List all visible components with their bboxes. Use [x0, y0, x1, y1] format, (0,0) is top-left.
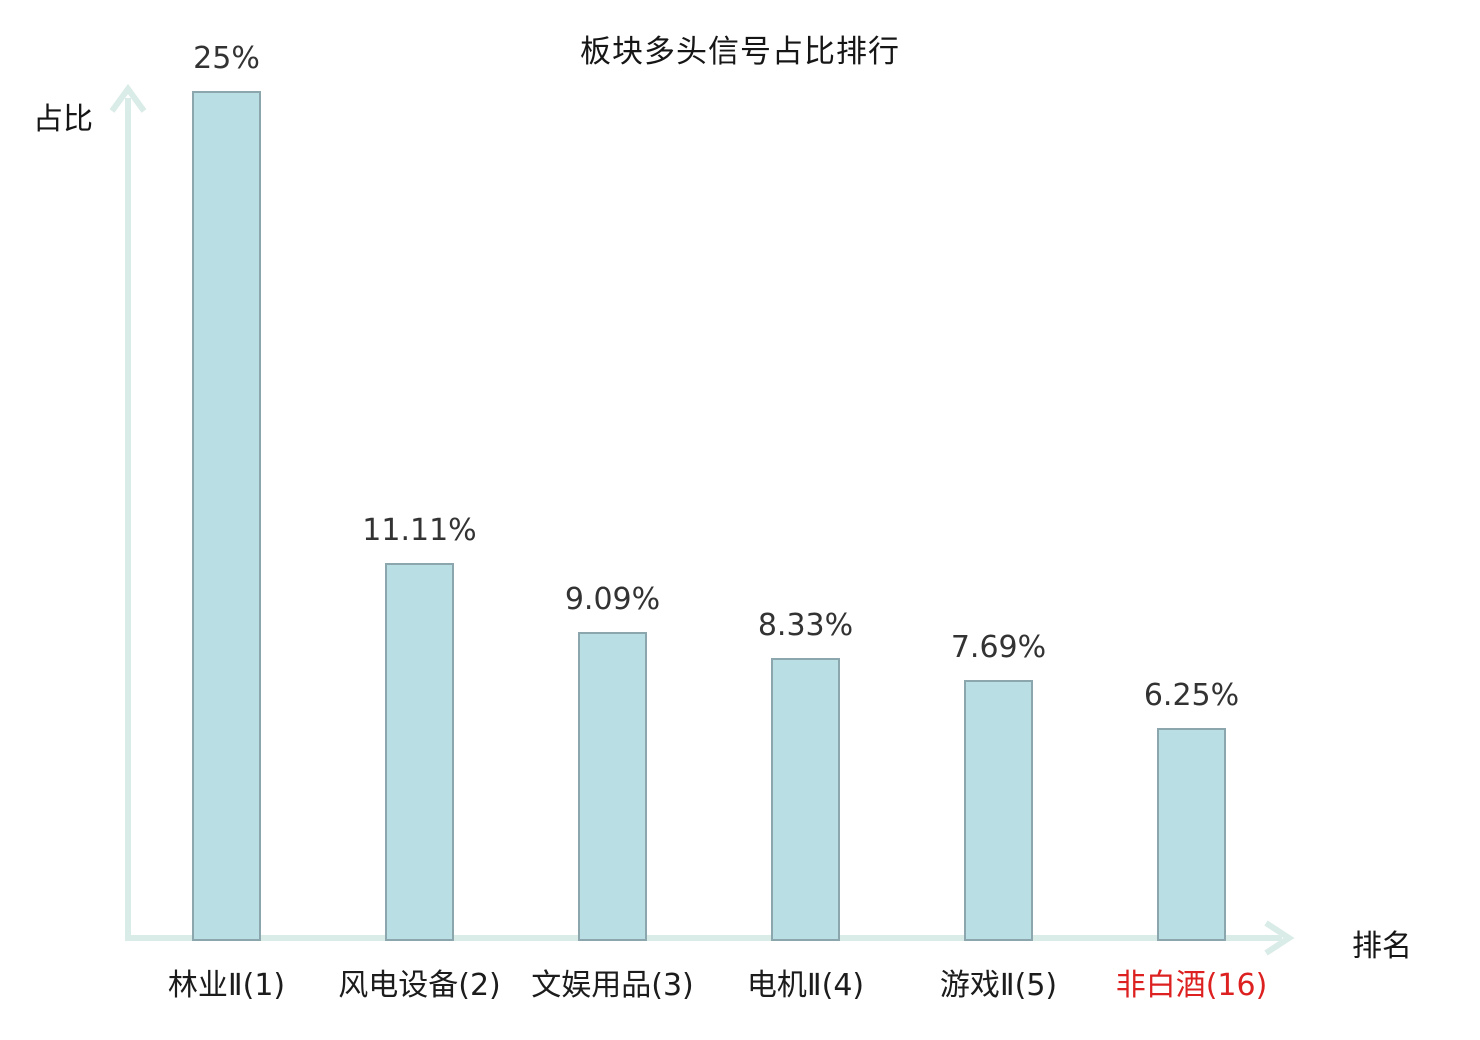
category-label: 风电设备(2)	[338, 968, 501, 1003]
bar-value-label: 8.33%	[757, 608, 854, 643]
bar-value-label: 25%	[193, 41, 260, 76]
bar-value-label: 11.11%	[362, 513, 477, 548]
chart-title: 板块多头信号占比排行	[580, 34, 900, 70]
category-label: 林业Ⅱ(1)	[167, 968, 286, 1003]
x-axis-label: 排名	[1352, 929, 1412, 964]
bar-value-label: 7.69%	[950, 630, 1047, 665]
bar-value-label: 6.25%	[1143, 678, 1240, 713]
category-label: 游戏Ⅱ(5)	[939, 968, 1058, 1003]
y-axis-arrow-icon	[109, 83, 147, 113]
y-axis-label: 占比	[33, 102, 93, 137]
bar-4	[771, 658, 840, 941]
bar-3	[578, 632, 647, 941]
category-label: 文娱用品(3)	[531, 968, 694, 1003]
bar-5	[964, 680, 1033, 941]
category-label: 非白酒(16)	[1115, 968, 1268, 1003]
category-label: 电机Ⅱ(4)	[746, 968, 865, 1003]
bar-1	[192, 91, 261, 941]
bar-value-label: 9.09%	[564, 582, 661, 617]
bar-2	[385, 563, 454, 941]
x-axis-arrow-icon	[1264, 920, 1295, 956]
bar-6	[1157, 728, 1226, 941]
